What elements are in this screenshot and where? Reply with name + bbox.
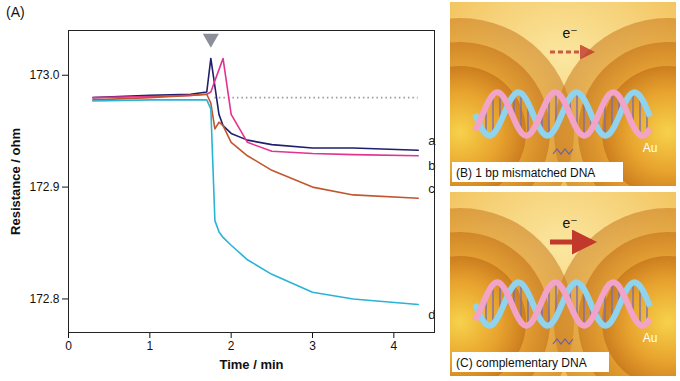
svg-text:173.0: 173.0 bbox=[29, 68, 59, 82]
svg-text:(C) complementary DNA: (C) complementary DNA bbox=[456, 356, 587, 370]
svg-text:172.8: 172.8 bbox=[29, 292, 59, 306]
svg-text:c: c bbox=[428, 181, 435, 197]
svg-text:1: 1 bbox=[146, 339, 153, 353]
svg-text:172.9: 172.9 bbox=[29, 180, 59, 194]
svg-text:Resistance / ohm: Resistance / ohm bbox=[8, 128, 23, 235]
svg-text:(B) 1 bp mismatched DNA: (B) 1 bp mismatched DNA bbox=[456, 166, 595, 180]
svg-text:e⁻: e⁻ bbox=[562, 215, 577, 231]
svg-text:Time / min: Time / min bbox=[219, 357, 283, 372]
svg-text:0: 0 bbox=[65, 339, 72, 353]
svg-text:Au: Au bbox=[643, 331, 658, 345]
svg-text:Au: Au bbox=[643, 141, 658, 155]
svg-text:d: d bbox=[428, 306, 436, 322]
svg-text:3: 3 bbox=[309, 339, 316, 353]
svg-text:4: 4 bbox=[390, 339, 397, 353]
svg-text:a: a bbox=[428, 133, 436, 148]
svg-text:e⁻: e⁻ bbox=[562, 25, 577, 41]
html-text:(A): (A) bbox=[6, 4, 25, 20]
svg-text:b: b bbox=[428, 158, 436, 173]
svg-text:2: 2 bbox=[228, 339, 235, 353]
